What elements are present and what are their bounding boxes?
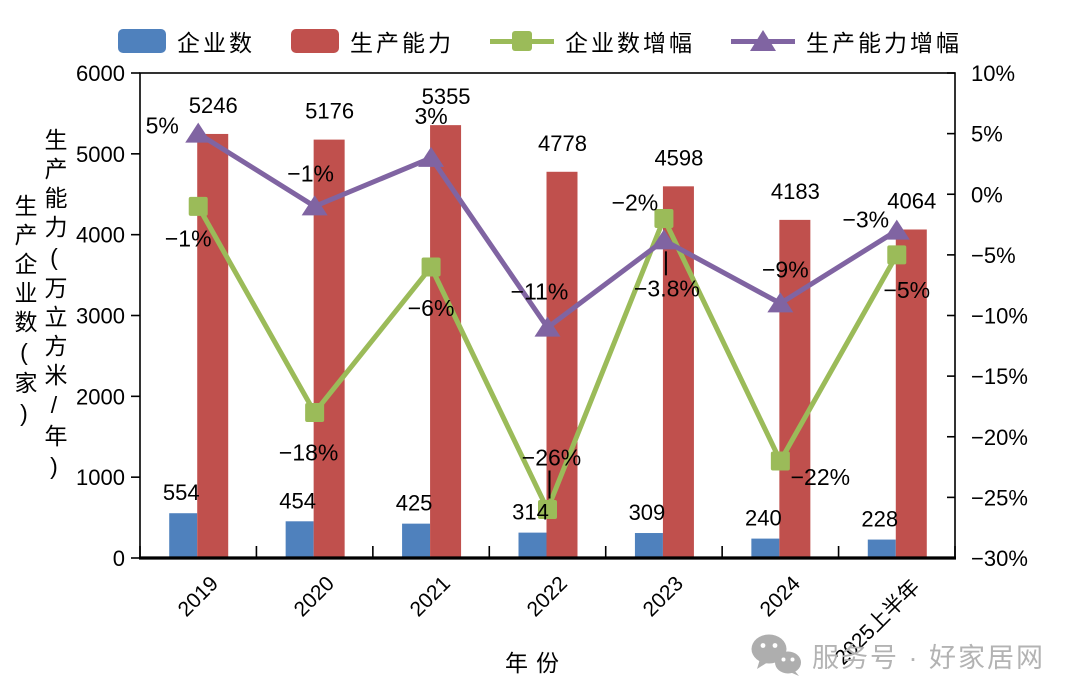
pct-label: −9% — [762, 256, 809, 282]
capacity-label: 4778 — [538, 131, 587, 156]
triangle-marker-icon — [534, 316, 561, 337]
legend-item-1: 企业数 — [118, 24, 255, 58]
triangle-marker-icon — [750, 30, 776, 51]
right-tick-label: 10% — [971, 61, 1015, 86]
left-tick-label: 1000 — [76, 465, 125, 490]
bar-capacity — [895, 229, 927, 558]
enterprise-count-label: 228 — [861, 507, 898, 532]
enterprise-count-label: 454 — [279, 488, 316, 513]
square-marker-icon — [421, 257, 441, 277]
capacity-label: 5176 — [305, 99, 354, 124]
legend-label: 企业数增幅 — [565, 30, 695, 56]
enterprise-count-label: 240 — [745, 506, 782, 531]
left-tick-label: 5000 — [76, 142, 125, 167]
watermark-text: 服务号 · 好家居网 — [812, 642, 1045, 673]
left-tick-label: 6000 — [76, 61, 125, 86]
bar-capacity — [430, 125, 462, 558]
bar-enterprises — [402, 523, 431, 558]
bar-enterprises — [751, 538, 780, 558]
watermark: 服务号 · 好家居网 — [750, 633, 1045, 677]
pct-label: −22% — [791, 464, 850, 490]
legend-item-3: 企业数增幅 — [490, 24, 695, 58]
right-tick-label: −5% — [971, 243, 1016, 268]
capacity-label: 5355 — [422, 84, 471, 109]
bar-enterprises — [867, 539, 896, 558]
pct-label: −1% — [287, 160, 334, 186]
legend-bar-swatch — [118, 29, 166, 53]
left-tick-label: 3000 — [76, 304, 125, 329]
pct-label: −1% — [165, 225, 212, 251]
enterprise-count-label: 314 — [512, 500, 549, 525]
pct-label: −18% — [279, 440, 338, 466]
x-axis-title: 年份 — [505, 650, 567, 676]
right-tick-label: −10% — [971, 304, 1028, 329]
right-tick-label: −25% — [971, 485, 1028, 510]
pct-label: −3% — [842, 207, 889, 233]
square-marker-icon — [770, 451, 790, 471]
capacity-label: 4064 — [887, 188, 936, 213]
right-tick-label: −30% — [971, 546, 1028, 571]
capacity-label: 4183 — [771, 179, 820, 204]
pct-label: −5% — [883, 277, 930, 303]
enterprise-count-label: 309 — [629, 500, 666, 525]
legend-line-swatch — [490, 29, 554, 53]
pct-label: 5% — [146, 113, 179, 139]
left-axis-title-enterprise-count: 生产企业数(家) — [11, 194, 37, 432]
right-tick-label: −20% — [971, 425, 1028, 450]
legend-line-swatch — [731, 29, 795, 53]
legend-bar-swatch — [291, 29, 339, 53]
pct-label: 3% — [414, 103, 447, 129]
legend-label: 生产能力增幅 — [806, 30, 962, 56]
right-tick-label: −15% — [971, 364, 1028, 389]
capacity-label: 4598 — [654, 145, 703, 170]
left-tick-label: 2000 — [76, 384, 125, 409]
triangle-marker-icon — [418, 146, 445, 167]
bar-enterprises — [634, 533, 663, 558]
square-marker-icon — [887, 245, 907, 265]
triangle-marker-icon — [185, 122, 212, 143]
bar-enterprises — [518, 532, 547, 558]
left-tick-label: 4000 — [76, 223, 125, 248]
pct-label: −11% — [511, 279, 569, 305]
bar-capacity — [779, 219, 811, 559]
pct-label: −26% — [522, 445, 581, 471]
square-marker-icon — [538, 500, 557, 519]
capacity-label: 5246 — [189, 93, 238, 118]
legend-item-4: 生产能力增幅 — [731, 24, 962, 58]
right-tick-label: 5% — [971, 122, 1003, 147]
bar-enterprises — [285, 521, 314, 558]
pct-label: −6% — [408, 295, 455, 321]
left-tick-label: 0 — [113, 546, 125, 571]
square-marker-icon — [305, 403, 325, 422]
enterprise-count-label: 554 — [163, 480, 200, 505]
legend: 企业数 生产能力 企业数增幅 生产能力增幅 — [0, 24, 1080, 58]
enterprise-count-label: 425 — [396, 491, 433, 516]
square-marker-icon — [512, 31, 532, 51]
left-axis-title-capacity: 生产能力(万立方米/年) — [41, 128, 67, 485]
legend-item-2: 生产能力 — [291, 24, 454, 58]
legend-label: 生产能力 — [350, 30, 454, 56]
pct-label: −2% — [612, 190, 659, 216]
triangle-marker-icon — [650, 229, 677, 250]
right-tick-label: 0% — [971, 182, 1003, 207]
triangle-marker-icon — [883, 219, 910, 240]
wechat-icon — [751, 634, 801, 676]
bar-enterprises — [169, 513, 198, 558]
triangle-marker-icon — [767, 292, 794, 313]
square-marker-icon — [654, 209, 674, 228]
pct-label: −3.8% — [634, 275, 700, 301]
square-marker-icon — [188, 196, 208, 216]
legend-label: 企业数 — [177, 30, 255, 56]
triangle-marker-icon — [301, 195, 328, 216]
